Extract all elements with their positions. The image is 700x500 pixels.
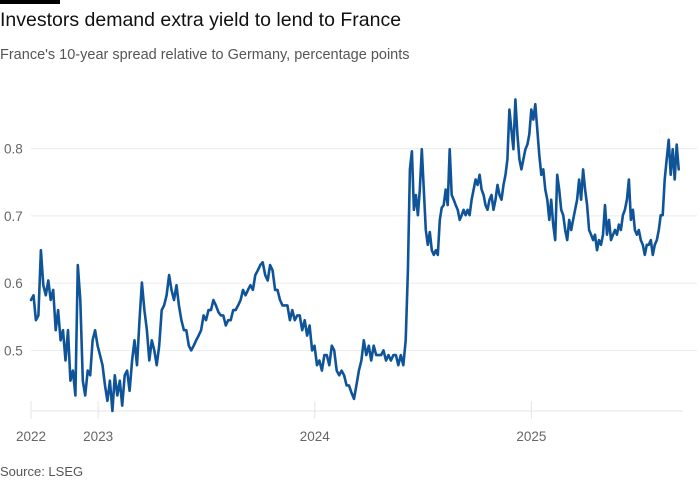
x-tick-label: 2022 — [16, 429, 46, 444]
y-tick-label: 0.6 — [4, 276, 23, 291]
chart-subtitle: France's 10-year spread relative to Germ… — [0, 47, 410, 63]
x-tick-label: 2024 — [300, 429, 331, 444]
y-tick-label: 0.7 — [4, 209, 23, 224]
source-note: Source: LSEG — [0, 464, 84, 479]
chart-title: Investors demand extra yield to lend to … — [0, 9, 402, 31]
y-tick-label: 0.8 — [4, 142, 23, 157]
x-tick-label: 2023 — [83, 429, 113, 444]
y-tick-label: 0.5 — [4, 343, 23, 358]
brand-bar — [0, 0, 60, 4]
x-tick-label: 2025 — [516, 429, 546, 444]
series-line-spread — [29, 98, 681, 413]
